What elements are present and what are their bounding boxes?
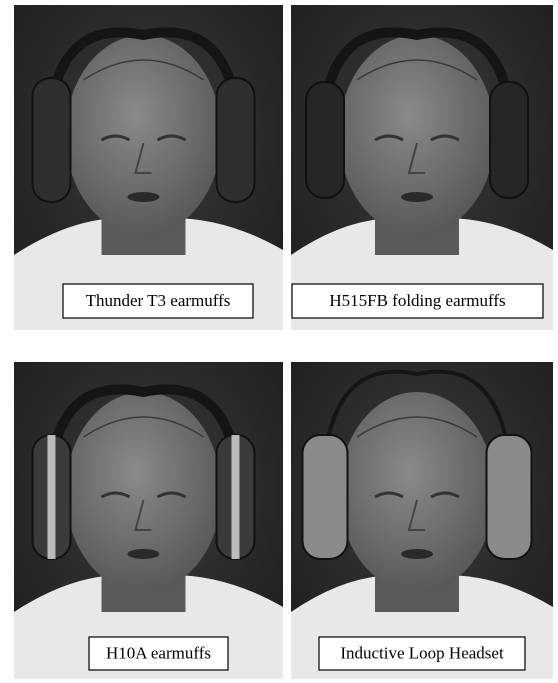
head [65,35,222,235]
face-line [83,416,204,438]
nose [407,499,425,531]
earmuff [485,434,533,560]
mouth [401,192,433,202]
eye [430,134,460,142]
caption: H10A earmuffs [106,643,211,662]
photo-panel [291,362,553,679]
mouth [127,192,160,202]
nose [407,142,425,174]
eye [430,491,460,499]
photo-panel [14,5,283,330]
caption: Inductive Loop Headset [340,643,504,662]
caption: Thunder T3 earmuffs [86,291,231,310]
nose [134,499,152,531]
mouth [401,549,433,559]
caption: H515FB folding earmuffs [329,291,505,310]
eye [100,134,131,142]
photo-panel [14,362,283,679]
head [339,392,495,592]
eye [374,134,404,142]
eye [156,134,187,142]
headband [320,369,514,503]
eye [374,491,404,499]
eye [156,491,187,499]
earmuff [489,81,529,199]
face-line [83,59,204,81]
head [65,392,222,592]
mouth [127,549,160,559]
caption-box [88,636,229,671]
earmuff-stripe [47,435,56,559]
earmuff [305,81,345,199]
headband [317,27,517,146]
head [339,35,495,235]
earmuff-stripe [231,435,240,559]
caption-box [62,283,254,319]
earmuff [215,77,256,203]
earmuff [301,434,349,560]
eye [100,491,131,499]
nose [134,142,152,174]
earmuff [31,77,72,203]
face-line [356,416,478,438]
photo-panel [291,5,553,330]
caption-box [291,283,544,319]
caption-box [318,636,526,671]
face-line [356,59,478,81]
